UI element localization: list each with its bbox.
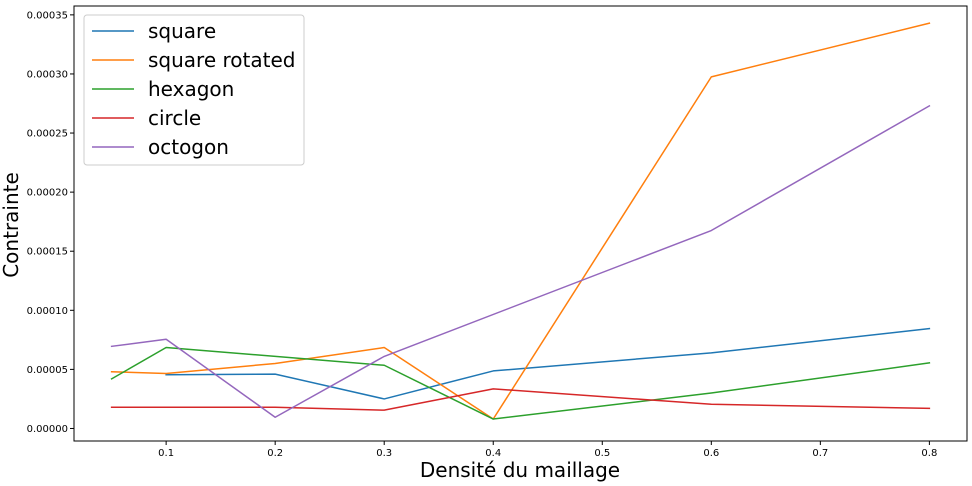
x-axis-title: Densité du maillage [420,458,620,482]
y-tick-label: 0.00025 [27,129,68,140]
y-tick-label: 0.00020 [27,188,68,199]
legend-label-octogon: octogon [148,135,229,159]
series-line-hexagon [112,348,930,420]
y-tick-label: 0.00015 [27,247,68,258]
y-axis-title: Contrainte [0,172,23,278]
x-tick-label: 0.7 [812,448,828,459]
legend-label-hexagon: hexagon [148,77,234,101]
x-tick-label: 0.2 [267,448,283,459]
series-line-circle [112,389,930,410]
x-axis-ticks: 0.1 0.2 0.3 0.4 0.5 0.6 0.7 0.8 [158,441,937,459]
y-tick-label: 0.00030 [27,69,68,80]
series-line-square [166,329,929,399]
legend-label-square: square [148,19,216,43]
y-tick-label: 0.00000 [27,424,68,435]
x-tick-label: 0.8 [921,448,937,459]
x-tick-label: 0.6 [703,448,719,459]
legend-label-circle: circle [148,106,201,130]
y-tick-label: 0.00035 [27,10,68,21]
y-axis-ticks: 0.00000 0.00005 0.00010 0.00015 0.00020 0.000… [27,10,74,435]
y-tick-label: 0.00010 [27,306,68,317]
legend: square square rotated hexagon circle octogon [84,15,304,165]
y-tick-label: 0.00005 [27,365,68,376]
x-tick-label: 0.3 [376,448,392,459]
x-tick-label: 0.1 [158,448,174,459]
legend-label-square-rotated: square rotated [148,48,295,72]
